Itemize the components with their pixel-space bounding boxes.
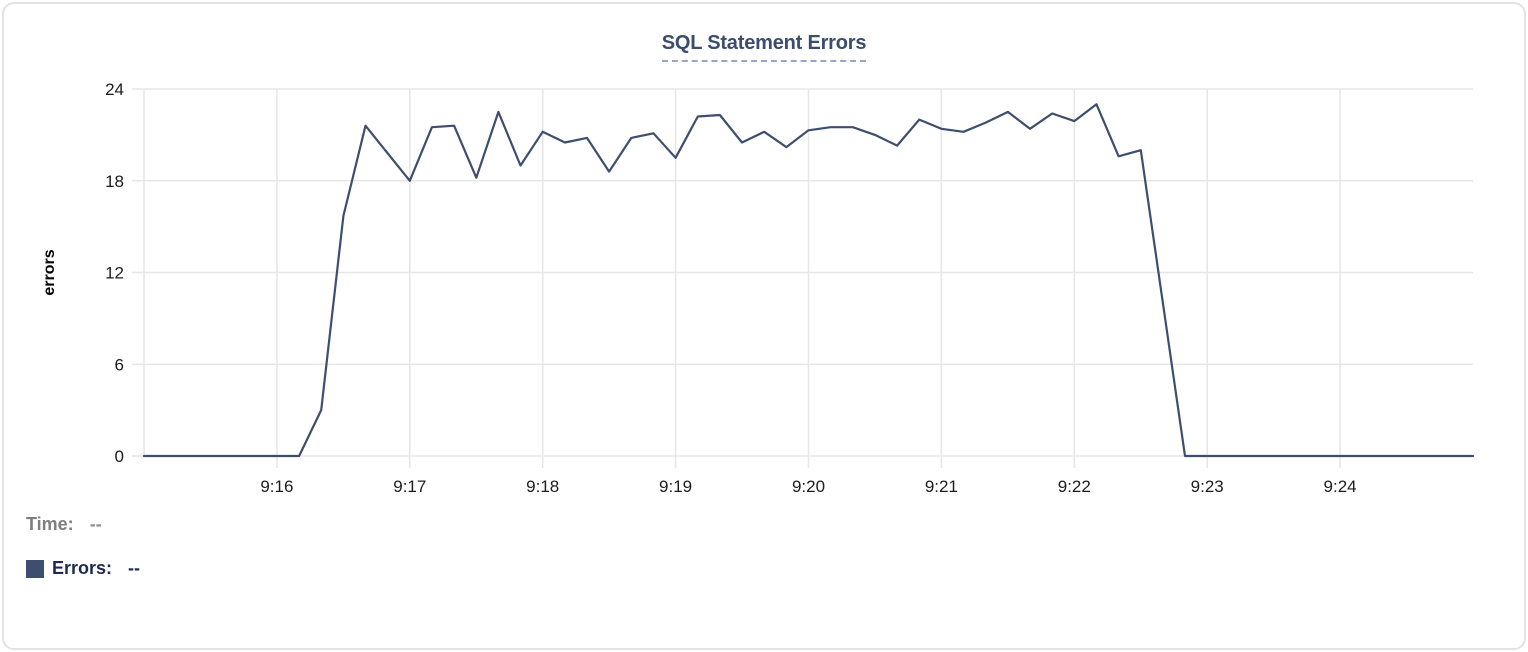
y-tick-label: 6 — [115, 355, 124, 374]
x-tick-label: 9:18 — [526, 477, 559, 496]
y-tick-label: 18 — [105, 172, 124, 191]
y-tick-label: 12 — [105, 264, 124, 283]
tooltip-errors-label: Errors: — [52, 558, 113, 578]
x-tick-label: 9:16 — [260, 477, 293, 496]
x-tick-label: 9:23 — [1191, 477, 1224, 496]
tooltip-errors-row: Errors: -- — [26, 558, 140, 579]
y-tick-label: 24 — [105, 80, 124, 99]
tooltip-time-row: Time: -- — [26, 514, 102, 535]
x-tick-label: 9:20 — [792, 477, 825, 496]
y-axis-title: errors — [41, 249, 58, 295]
x-tick-label: 9:19 — [659, 477, 692, 496]
chart-title-wrap: SQL Statement Errors — [4, 32, 1524, 62]
x-tick-label: 9:17 — [393, 477, 426, 496]
chart-plot-area[interactable]: 0 6 12 18 24 9:16 9:17 9:18 9:19 9:20 9:21 9:22 9:23… — [4, 4, 1526, 504]
tooltip-errors-value: -- — [128, 558, 141, 578]
y-tick-label: 0 — [115, 447, 124, 466]
tooltip-time-value: -- — [89, 514, 102, 534]
x-tick-label: 9:21 — [925, 477, 958, 496]
tooltip-time-label: Time: — [26, 514, 74, 534]
errors-series-line — [142, 103, 1475, 458]
x-tick-label: 9:24 — [1324, 477, 1357, 496]
chart-title[interactable]: SQL Statement Errors — [661, 32, 866, 62]
x-tick-label: 9:22 — [1058, 477, 1091, 496]
errors-series-swatch — [26, 559, 44, 578]
